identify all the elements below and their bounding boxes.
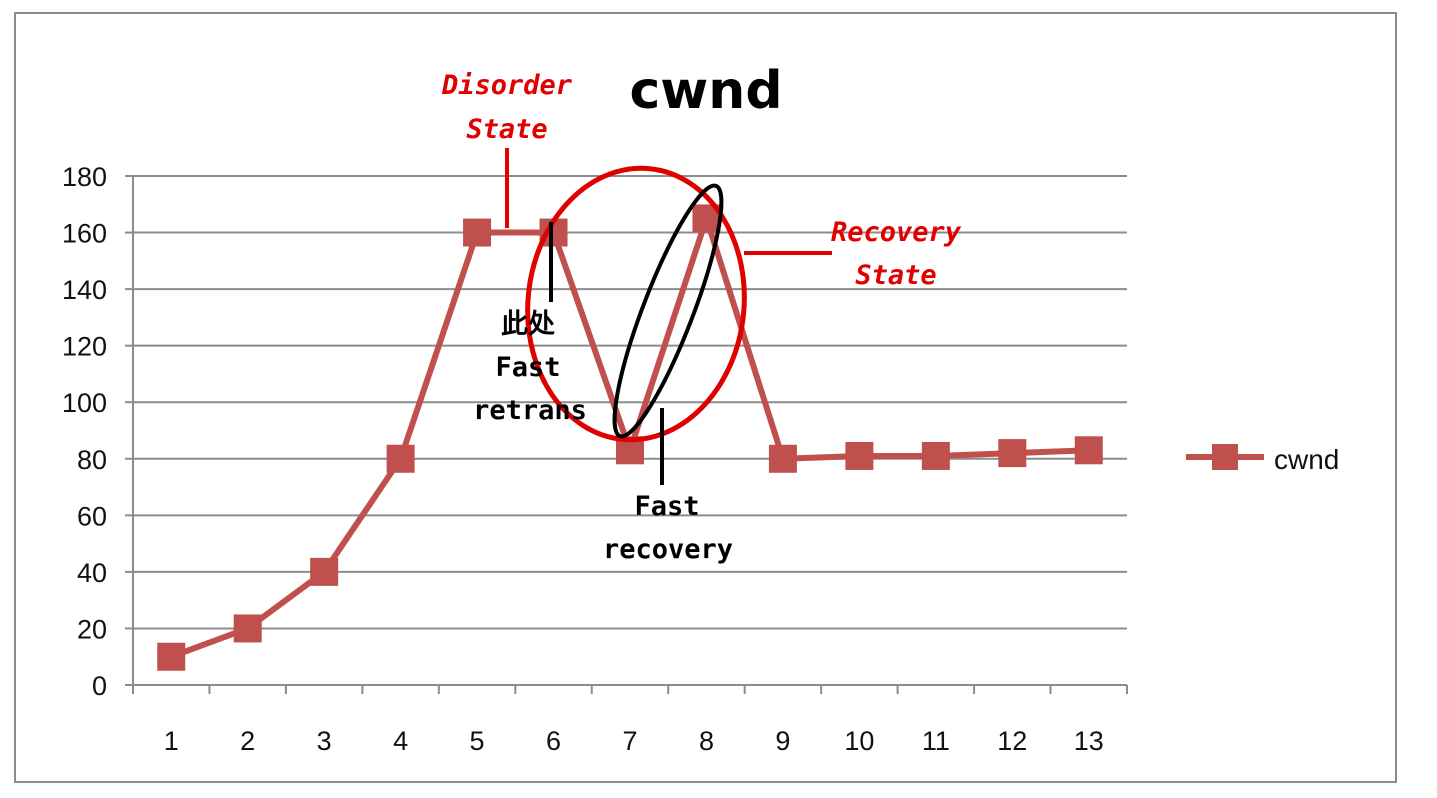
x-tick-label: 13 <box>1074 726 1104 756</box>
data-point-marker <box>921 441 950 470</box>
series-cwnd <box>157 204 1103 671</box>
y-tick-label: 120 <box>62 332 107 362</box>
y-tick-label: 0 <box>92 671 107 701</box>
y-tick-label: 40 <box>77 558 107 588</box>
y-tick-label: 180 <box>62 162 107 192</box>
fast-retrans-label-line3: retrans <box>473 395 587 426</box>
x-tick-label: 7 <box>622 726 637 756</box>
y-tick-label: 160 <box>62 219 107 249</box>
data-point-marker <box>845 441 874 470</box>
disorder-state-label-line2: State <box>466 114 547 145</box>
x-tick-label: 1 <box>164 726 179 756</box>
data-point-marker <box>1074 436 1103 465</box>
y-tick-label: 20 <box>77 614 107 644</box>
x-tick-label: 6 <box>546 726 561 756</box>
fast-retrans-label-line2: Fast <box>495 352 560 383</box>
x-tick-label: 11 <box>922 726 950 756</box>
legend: cwnd <box>1186 444 1339 475</box>
recovery-region-ellipse <box>525 165 747 443</box>
x-tick-label: 10 <box>844 726 874 756</box>
y-tick-label: 100 <box>62 388 107 418</box>
axes <box>125 175 1128 694</box>
data-point-marker <box>463 218 492 247</box>
recovery-state-label-line2: State <box>855 260 936 291</box>
x-tick-label: 12 <box>997 726 1027 756</box>
x-tick-label: 3 <box>317 726 332 756</box>
y-tick-label: 80 <box>77 445 107 475</box>
data-point-marker <box>386 444 415 473</box>
x-tick-label: 5 <box>470 726 485 756</box>
chart-title: cwnd <box>629 61 782 121</box>
x-tick-label: 2 <box>240 726 255 756</box>
recovery-state-label-line1: Recovery <box>831 217 962 248</box>
x-tick-label: 4 <box>393 726 408 756</box>
data-point-marker <box>157 642 186 671</box>
data-point-marker <box>998 439 1027 468</box>
fast-recovery-label-line2: recovery <box>603 534 733 565</box>
legend-marker <box>1212 444 1238 470</box>
data-point-marker <box>768 444 797 473</box>
y-tick-label: 60 <box>77 501 107 531</box>
fast-retrans-label-line1: 此处 <box>501 309 555 340</box>
fast-recovery-label-line1: Fast <box>634 491 699 522</box>
chart-frame <box>14 12 1397 783</box>
y-tick-label: 140 <box>62 275 107 305</box>
x-tick-labels: 1 2 3 4 5 6 7 8 9 10 11 12 13 <box>164 726 1104 756</box>
y-tick-labels: 0 20 40 60 80 100 120 140 160 180 <box>62 162 107 701</box>
fast-recovery-ellipse <box>612 183 724 439</box>
legend-label: cwnd <box>1274 444 1339 475</box>
x-tick-label: 9 <box>775 726 790 756</box>
data-point-marker <box>233 614 262 643</box>
disorder-state-label-line1: Disorder <box>441 70 573 101</box>
x-tick-label: 8 <box>699 726 714 756</box>
data-point-marker <box>310 557 339 586</box>
